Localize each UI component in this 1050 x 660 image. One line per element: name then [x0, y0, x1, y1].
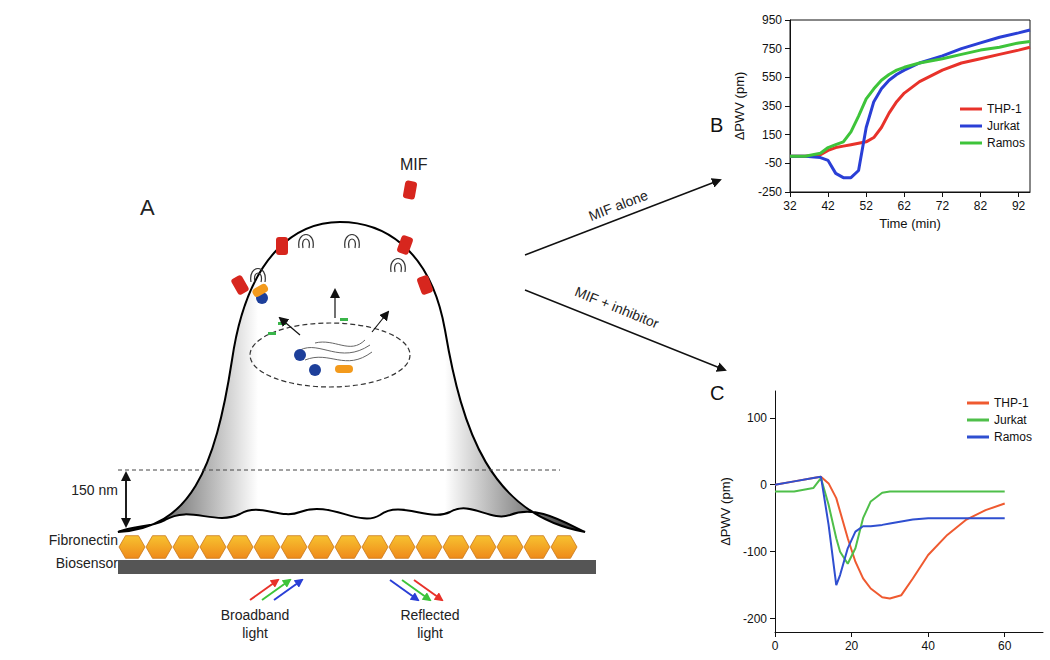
svg-text:Reflected: Reflected	[400, 607, 459, 623]
svg-text:350: 350	[762, 99, 782, 113]
svg-text:light: light	[417, 625, 443, 641]
svg-text:Ramos: Ramos	[987, 136, 1025, 150]
svg-text:-100: -100	[743, 545, 767, 559]
svg-text:MIF alone: MIF alone	[586, 187, 650, 224]
svg-text:light: light	[242, 625, 268, 641]
svg-text:20: 20	[845, 639, 859, 653]
svg-text:92: 92	[1012, 199, 1026, 213]
svg-text:Broadband: Broadband	[221, 607, 290, 623]
svg-text:550: 550	[762, 70, 782, 84]
svg-text:40: 40	[921, 639, 935, 653]
svg-text:150 nm: 150 nm	[71, 482, 118, 498]
svg-text:THP-1: THP-1	[987, 102, 1022, 116]
svg-text:100: 100	[747, 411, 767, 425]
svg-text:0: 0	[760, 478, 767, 492]
svg-text:ΔPWV (pm): ΔPWV (pm)	[732, 72, 747, 141]
svg-text:750: 750	[762, 42, 782, 56]
svg-text:Jurkat: Jurkat	[994, 413, 1027, 427]
svg-text:-200: -200	[743, 612, 767, 626]
svg-text:32: 32	[783, 199, 797, 213]
svg-text:62: 62	[898, 199, 912, 213]
svg-text:60: 60	[998, 639, 1012, 653]
svg-text:THP-1: THP-1	[994, 396, 1029, 410]
svg-text:Fibronectin: Fibronectin	[49, 532, 118, 548]
svg-text:Time (min): Time (min)	[879, 216, 941, 231]
svg-text:0: 0	[772, 639, 779, 653]
svg-text:-50: -50	[765, 156, 783, 170]
svg-text:Biosensor: Biosensor	[56, 555, 119, 571]
svg-text:C: C	[710, 382, 724, 404]
svg-text:-250: -250	[758, 185, 782, 199]
svg-text:72: 72	[936, 199, 950, 213]
svg-text:950: 950	[762, 13, 782, 27]
svg-text:ΔPWV (pm): ΔPWV (pm)	[718, 477, 733, 546]
svg-text:MIF + inhibitor: MIF + inhibitor	[573, 283, 662, 331]
svg-text:Jurkat: Jurkat	[987, 119, 1020, 133]
svg-text:MIF: MIF	[400, 156, 428, 173]
svg-text:52: 52	[860, 199, 874, 213]
svg-text:42: 42	[821, 199, 835, 213]
svg-text:Ramos: Ramos	[994, 430, 1032, 444]
svg-text:150: 150	[762, 128, 782, 142]
svg-text:82: 82	[974, 199, 988, 213]
svg-text:B: B	[710, 114, 723, 136]
svg-text:A: A	[140, 195, 155, 220]
